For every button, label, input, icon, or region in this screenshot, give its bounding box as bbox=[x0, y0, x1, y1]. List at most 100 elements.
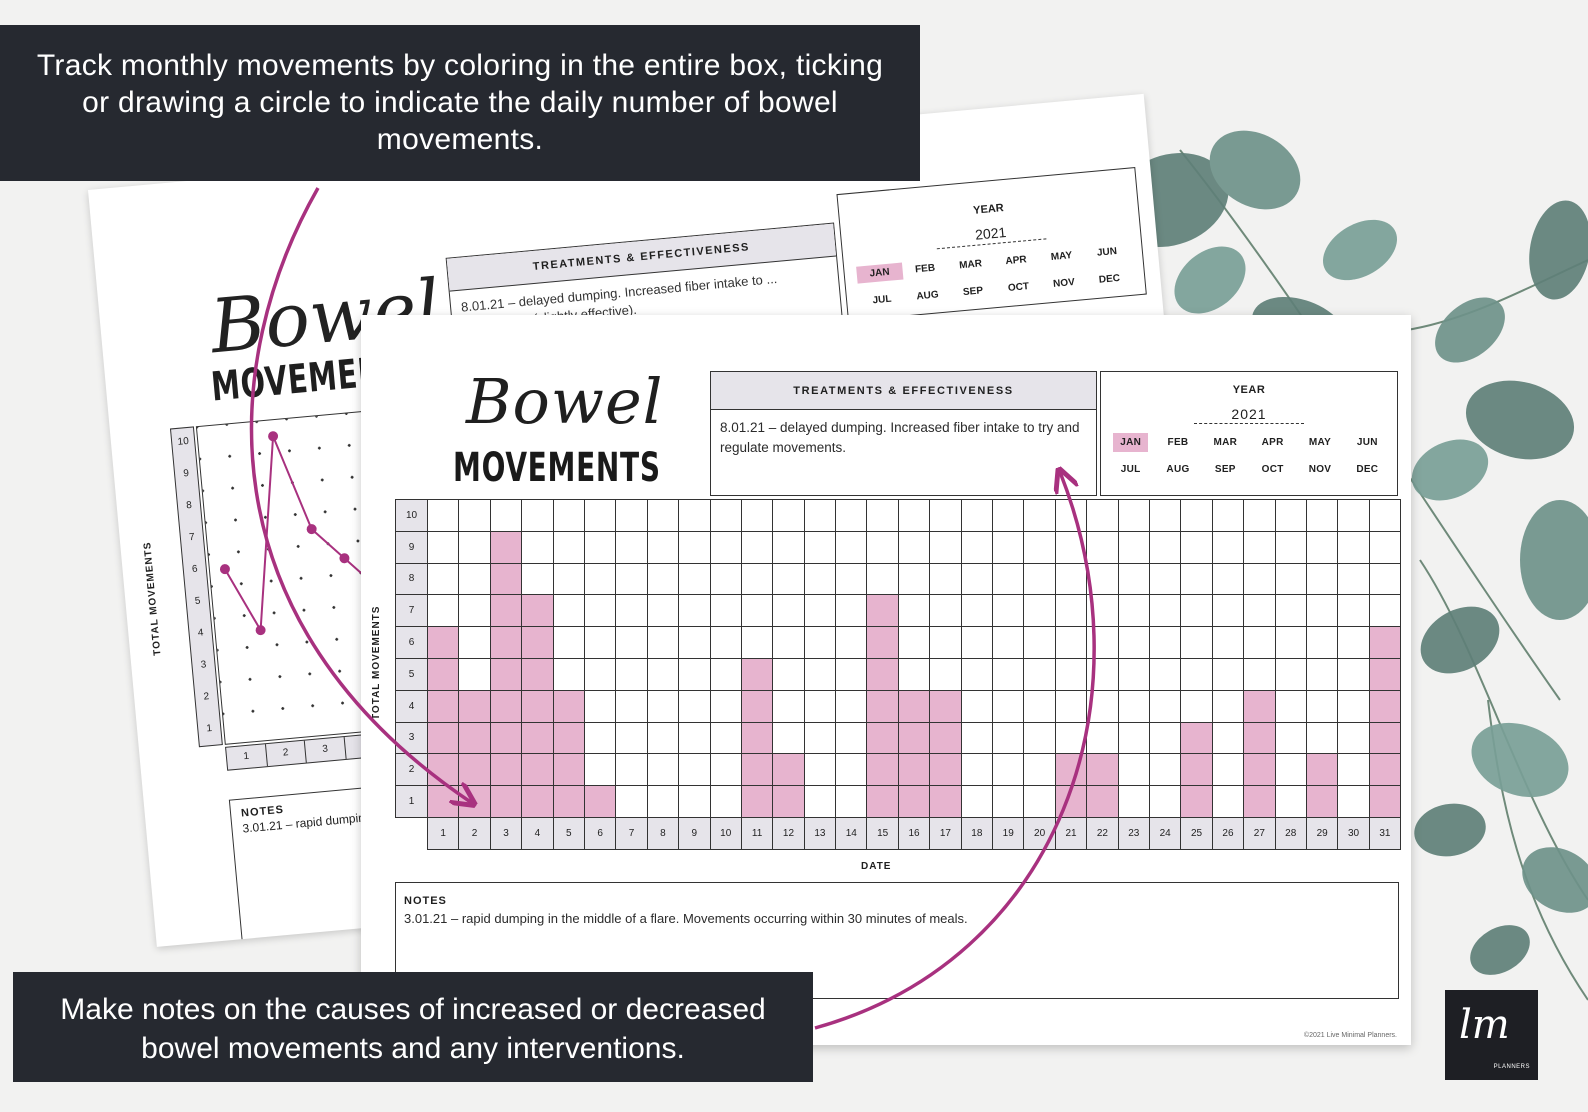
day-14-level-10-cell[interactable] bbox=[835, 499, 868, 532]
day-23-level-9-cell[interactable] bbox=[1117, 530, 1150, 564]
day-9-level-4-cell[interactable] bbox=[678, 689, 711, 723]
day-11-level-5-cell[interactable] bbox=[740, 657, 774, 691]
day-25-level-2-cell[interactable] bbox=[1180, 753, 1213, 787]
day-25-level-5-cell[interactable] bbox=[1180, 657, 1213, 691]
day-9-level-7-cell[interactable] bbox=[678, 594, 711, 628]
day-5-level-3-cell[interactable] bbox=[552, 721, 585, 755]
day-17-level-5-cell[interactable] bbox=[929, 657, 962, 691]
day-14-level-2-cell[interactable] bbox=[835, 753, 868, 787]
day-2-level-10-cell[interactable] bbox=[458, 499, 491, 532]
day-29-level-2-cell[interactable] bbox=[1305, 753, 1339, 787]
day-22-level-7-cell[interactable] bbox=[1086, 594, 1119, 628]
day-21-level-7-cell[interactable] bbox=[1054, 594, 1088, 628]
day-13-level-4-cell[interactable] bbox=[803, 689, 837, 723]
day-9-level-1-cell[interactable] bbox=[678, 785, 711, 818]
day-29-level-1-cell[interactable] bbox=[1305, 785, 1339, 818]
day-28-level-5-cell[interactable] bbox=[1274, 657, 1307, 691]
day-14-level-5-cell[interactable] bbox=[835, 657, 868, 691]
day-5-level-7-cell[interactable] bbox=[552, 594, 585, 628]
day-1-level-7-cell[interactable] bbox=[426, 594, 460, 628]
day-28-level-8-cell[interactable] bbox=[1274, 562, 1307, 596]
day-20-level-8-cell[interactable] bbox=[1023, 562, 1056, 596]
day-8-level-6-cell[interactable] bbox=[646, 626, 680, 659]
day-8-level-10-cell[interactable] bbox=[646, 499, 680, 532]
day-23-level-10-cell[interactable] bbox=[1117, 499, 1150, 532]
day-22-level-2-cell[interactable] bbox=[1086, 753, 1119, 787]
day-13-level-2-cell[interactable] bbox=[803, 753, 837, 787]
day-27-level-3-cell[interactable] bbox=[1243, 721, 1276, 755]
day-12-level-9-cell[interactable] bbox=[772, 530, 805, 564]
day-18-level-1-cell[interactable] bbox=[960, 785, 994, 818]
day-10-level-10-cell[interactable] bbox=[709, 499, 742, 532]
day-14-level-1-cell[interactable] bbox=[835, 785, 868, 818]
day-25-level-4-cell[interactable] bbox=[1180, 689, 1213, 723]
day-17-level-6-cell[interactable] bbox=[929, 626, 962, 659]
day-18-level-8-cell[interactable] bbox=[960, 562, 994, 596]
day-24-level-3-cell[interactable] bbox=[1148, 721, 1182, 755]
day-9-level-10-cell[interactable] bbox=[678, 499, 711, 532]
day-19-level-6-cell[interactable] bbox=[992, 626, 1025, 659]
day-3-level-8-cell[interactable] bbox=[489, 562, 523, 596]
day-23-level-8-cell[interactable] bbox=[1117, 562, 1150, 596]
day-9-level-5-cell[interactable] bbox=[678, 657, 711, 691]
day-5-level-1-cell[interactable] bbox=[552, 785, 585, 818]
day-5-level-6-cell[interactable] bbox=[552, 626, 585, 659]
day-17-level-8-cell[interactable] bbox=[929, 562, 962, 596]
day-17-level-3-cell[interactable] bbox=[929, 721, 962, 755]
day-27-level-10-cell[interactable] bbox=[1243, 499, 1276, 532]
day-3-level-4-cell[interactable] bbox=[489, 689, 523, 723]
day-1-level-2-cell[interactable] bbox=[426, 753, 460, 787]
day-8-level-1-cell[interactable] bbox=[646, 785, 680, 818]
day-11-level-6-cell[interactable] bbox=[740, 626, 774, 659]
day-26-level-2-cell[interactable] bbox=[1211, 753, 1245, 787]
day-3-level-1-cell[interactable] bbox=[489, 785, 523, 818]
day-2-level-9-cell[interactable] bbox=[458, 530, 491, 564]
day-7-level-4-cell[interactable] bbox=[615, 689, 648, 723]
day-29-level-10-cell[interactable] bbox=[1305, 499, 1339, 532]
day-12-level-4-cell[interactable] bbox=[772, 689, 805, 723]
day-22-level-10-cell[interactable] bbox=[1086, 499, 1119, 532]
day-23-level-3-cell[interactable] bbox=[1117, 721, 1150, 755]
day-28-level-2-cell[interactable] bbox=[1274, 753, 1307, 787]
day-19-level-2-cell[interactable] bbox=[992, 753, 1025, 787]
day-10-level-5-cell[interactable] bbox=[709, 657, 742, 691]
day-24-level-9-cell[interactable] bbox=[1148, 530, 1182, 564]
day-8-level-4-cell[interactable] bbox=[646, 689, 680, 723]
day-14-level-6-cell[interactable] bbox=[835, 626, 868, 659]
day-17-level-9-cell[interactable] bbox=[929, 530, 962, 564]
day-15-level-5-cell[interactable] bbox=[866, 657, 899, 691]
day-16-level-1-cell[interactable] bbox=[897, 785, 931, 818]
day-24-level-4-cell[interactable] bbox=[1148, 689, 1182, 723]
day-10-level-6-cell[interactable] bbox=[709, 626, 742, 659]
day-8-level-3-cell[interactable] bbox=[646, 721, 680, 755]
day-30-level-6-cell[interactable] bbox=[1337, 626, 1370, 659]
day-12-level-5-cell[interactable] bbox=[772, 657, 805, 691]
day-30-level-8-cell[interactable] bbox=[1337, 562, 1370, 596]
day-9-level-8-cell[interactable] bbox=[678, 562, 711, 596]
day-7-level-7-cell[interactable] bbox=[615, 594, 648, 628]
day-29-level-7-cell[interactable] bbox=[1305, 594, 1339, 628]
day-20-level-2-cell[interactable] bbox=[1023, 753, 1056, 787]
day-5-level-5-cell[interactable] bbox=[552, 657, 585, 691]
day-2-level-4-cell[interactable] bbox=[458, 689, 491, 723]
day-22-level-5-cell[interactable] bbox=[1086, 657, 1119, 691]
day-13-level-1-cell[interactable] bbox=[803, 785, 837, 818]
day-31-level-3-cell[interactable] bbox=[1368, 721, 1402, 755]
day-21-level-8-cell[interactable] bbox=[1054, 562, 1088, 596]
day-21-level-1-cell[interactable] bbox=[1054, 785, 1088, 818]
day-16-level-6-cell[interactable] bbox=[897, 626, 931, 659]
day-15-level-7-cell[interactable] bbox=[866, 594, 899, 628]
day-14-level-9-cell[interactable] bbox=[835, 530, 868, 564]
day-26-level-6-cell[interactable] bbox=[1211, 626, 1245, 659]
day-6-level-3-cell[interactable] bbox=[583, 721, 617, 755]
day-20-level-5-cell[interactable] bbox=[1023, 657, 1056, 691]
day-15-level-10-cell[interactable] bbox=[866, 499, 899, 532]
day-2-level-1-cell[interactable] bbox=[458, 785, 491, 818]
day-31-level-8-cell[interactable] bbox=[1368, 562, 1402, 596]
day-30-level-7-cell[interactable] bbox=[1337, 594, 1370, 628]
day-28-level-6-cell[interactable] bbox=[1274, 626, 1307, 659]
day-29-level-4-cell[interactable] bbox=[1305, 689, 1339, 723]
day-27-level-7-cell[interactable] bbox=[1243, 594, 1276, 628]
day-5-level-10-cell[interactable] bbox=[552, 499, 585, 532]
day-28-level-9-cell[interactable] bbox=[1274, 530, 1307, 564]
